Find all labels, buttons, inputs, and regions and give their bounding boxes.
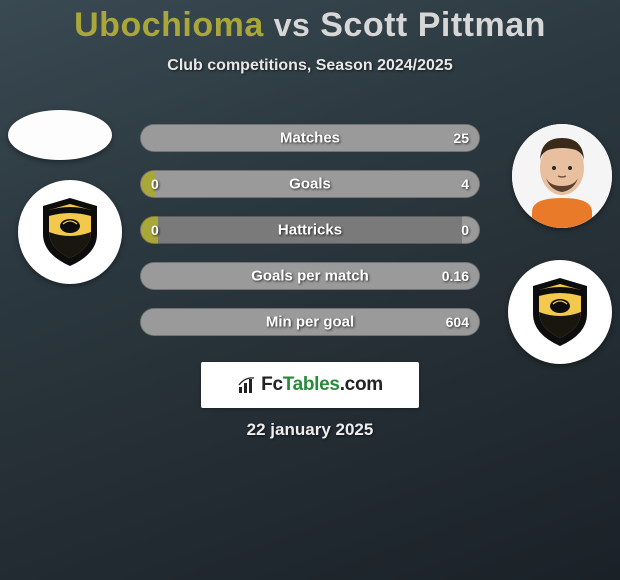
stat-row: Matches25 [140, 124, 480, 152]
stat-row: Goals per match0.16 [140, 262, 480, 290]
stat-label: Goals per match [141, 268, 479, 285]
stat-value-right: 4 [461, 176, 469, 192]
fctables-logo: FcTables.com [201, 362, 419, 408]
logo-green: Tables [283, 374, 340, 395]
date-text: 22 january 2025 [0, 420, 620, 440]
chart-icon [237, 375, 257, 395]
stat-value-right: 0.16 [442, 268, 469, 284]
player2-name: Scott Pittman [320, 6, 546, 44]
stat-value-left: 0 [151, 176, 159, 192]
logo-text: FcTables.com [261, 374, 383, 396]
player2-club-badge [508, 260, 612, 364]
stat-value-right: 0 [461, 222, 469, 238]
stat-row: Hattricks0 0 [140, 216, 480, 244]
shield-icon [529, 276, 591, 348]
subtitle: Club competitions, Season 2024/2025 [0, 57, 620, 75]
shield-icon [39, 196, 101, 268]
logo-pre: Fc [261, 374, 283, 395]
logo-post: .com [340, 374, 383, 395]
comparison-title: Ubochioma vs Scott Pittman [0, 0, 620, 45]
stat-label: Matches [141, 130, 479, 147]
stat-label: Goals [141, 176, 479, 193]
stat-row: Min per goal604 [140, 308, 480, 336]
stat-row: Goals0 4 [140, 170, 480, 198]
player1-club-badge [18, 180, 122, 284]
player1-avatar [8, 110, 112, 160]
stat-value-right: 25 [453, 130, 469, 146]
player2-avatar [512, 124, 612, 228]
vs-text: vs [274, 7, 311, 43]
stat-label: Min per goal [141, 314, 479, 331]
stat-value-left: 0 [151, 222, 159, 238]
player1-name: Ubochioma [74, 6, 264, 44]
stat-value-right: 604 [446, 314, 469, 330]
stat-label: Hattricks [141, 222, 479, 239]
stats-bars: Matches25Goals04Hattricks00Goals per mat… [140, 124, 480, 354]
